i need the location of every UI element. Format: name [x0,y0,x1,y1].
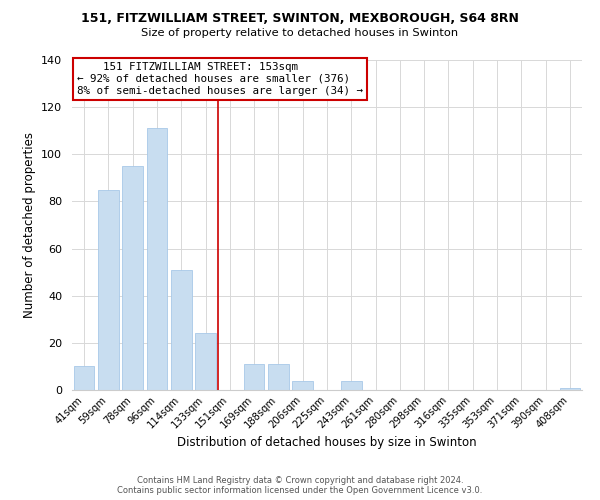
Bar [195,334,216,390]
Bar [171,270,191,390]
Text: Contains HM Land Registry data © Crown copyright and database right 2024.: Contains HM Land Registry data © Crown c… [137,476,463,485]
Bar [98,190,119,390]
Bar [560,388,580,390]
Bar [292,380,313,390]
Bar [268,364,289,390]
Bar [146,128,167,390]
Text: 151, FITZWILLIAM STREET, SWINTON, MEXBOROUGH, S64 8RN: 151, FITZWILLIAM STREET, SWINTON, MEXBOR… [81,12,519,26]
Text: 151 FITZWILLIAM STREET: 153sqm
← 92% of detached houses are smaller (376)
8% of : 151 FITZWILLIAM STREET: 153sqm ← 92% of … [77,62,363,96]
Text: Size of property relative to detached houses in Swinton: Size of property relative to detached ho… [142,28,458,38]
Bar [122,166,143,390]
X-axis label: Distribution of detached houses by size in Swinton: Distribution of detached houses by size … [177,436,477,449]
Text: Contains public sector information licensed under the Open Government Licence v3: Contains public sector information licen… [118,486,482,495]
Bar [341,380,362,390]
Bar [244,364,265,390]
Bar [74,366,94,390]
Y-axis label: Number of detached properties: Number of detached properties [23,132,35,318]
